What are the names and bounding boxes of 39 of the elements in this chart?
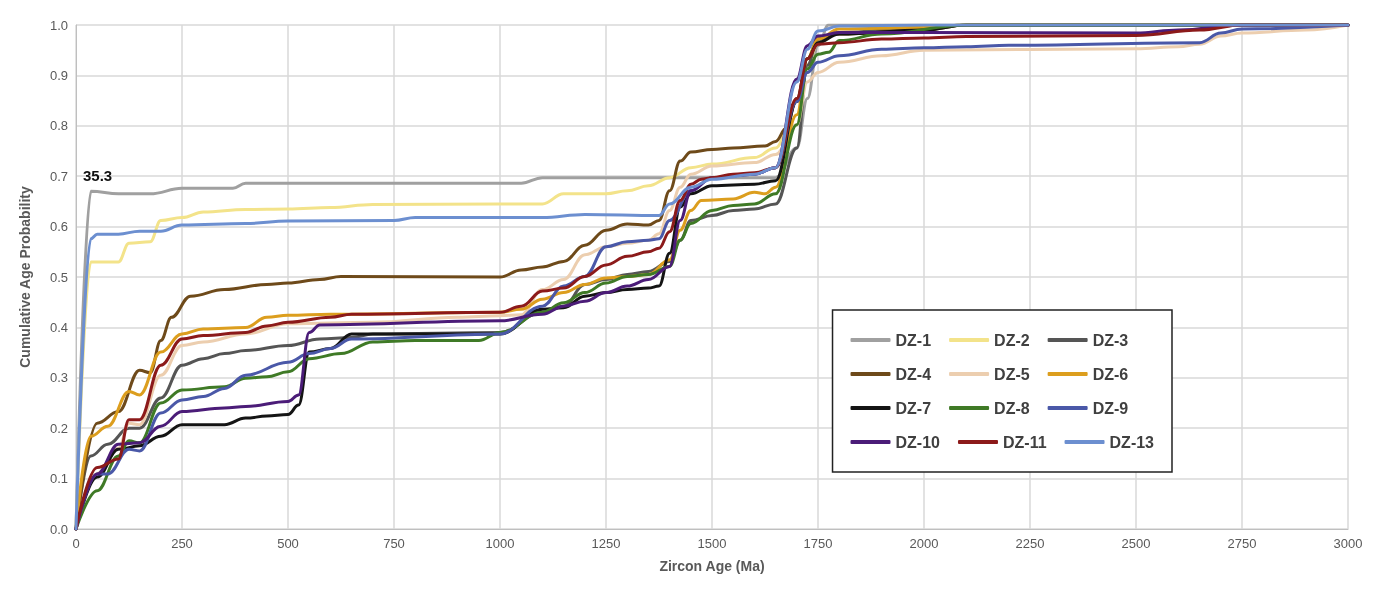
legend-label: DZ-1 xyxy=(895,331,932,349)
x-axis-title: Zircon Age (Ma) xyxy=(659,558,765,574)
y-tick-label: 0.6 xyxy=(49,219,68,235)
y-tick-label: 0.7 xyxy=(49,168,68,184)
x-tick-label: 1500 xyxy=(697,536,727,551)
legend-label: DZ-13 xyxy=(1109,433,1155,451)
x-tick-label: 500 xyxy=(277,536,299,551)
x-tick-label: 1250 xyxy=(591,536,621,551)
x-tick-label: 1750 xyxy=(803,536,833,551)
x-tick-label: 2000 xyxy=(909,536,939,551)
legend-label: DZ-4 xyxy=(895,365,932,383)
x-tick-label: 250 xyxy=(171,536,193,551)
y-axis-title: Cumulative Age Probability xyxy=(17,186,33,368)
legend-label: DZ-6 xyxy=(1092,365,1129,383)
legend-label: DZ-3 xyxy=(1092,331,1129,349)
legend-label: DZ-5 xyxy=(994,365,1030,383)
y-tick-label: 0.4 xyxy=(49,319,68,335)
y-tick-label: 0.0 xyxy=(49,521,68,537)
y-tick-label: 0.2 xyxy=(49,420,68,436)
y-tick-label: 0.1 xyxy=(49,471,68,487)
legend-label: DZ-9 xyxy=(1092,399,1129,417)
annotation: 35.3 xyxy=(82,167,113,185)
x-tick-label: 2750 xyxy=(1227,536,1257,551)
legend-label: DZ-8 xyxy=(994,399,1030,417)
y-tick-label: 0.5 xyxy=(49,269,68,285)
y-tick-label: 0.9 xyxy=(49,67,68,83)
y-tick-label: 1.0 xyxy=(49,17,68,33)
y-tick-label: 0.8 xyxy=(49,118,68,134)
x-tick-label: 2250 xyxy=(1015,536,1045,551)
x-tick-label: 3000 xyxy=(1333,536,1363,551)
legend-label: DZ-11 xyxy=(1002,433,1047,451)
x-tick-label: 0 xyxy=(72,536,80,551)
y-tick-label: 0.3 xyxy=(49,370,68,386)
legend-label: DZ-7 xyxy=(895,399,932,417)
x-tick-label: 1000 xyxy=(485,536,515,551)
legend-label: DZ-10 xyxy=(895,433,941,451)
x-tick-label: 750 xyxy=(383,536,405,551)
legend-label: DZ-2 xyxy=(994,331,1030,349)
x-tick-label: 2500 xyxy=(1121,536,1151,551)
